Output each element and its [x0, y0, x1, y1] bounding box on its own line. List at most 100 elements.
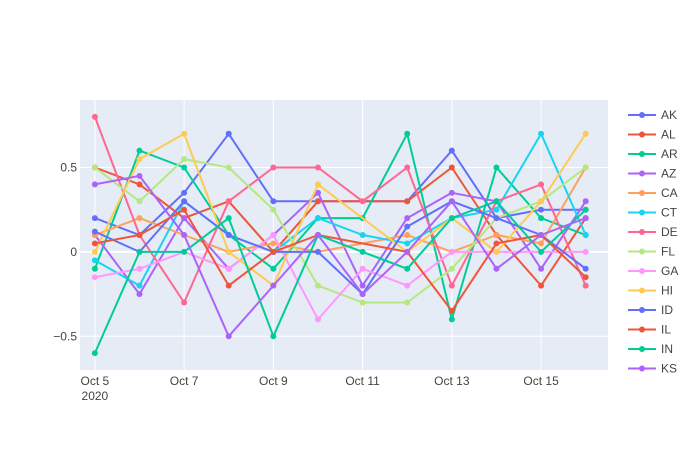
- data-point-ks[interactable]: [404, 248, 411, 255]
- series-line-ga[interactable]: [93, 234, 587, 321]
- data-point-ar[interactable]: [448, 316, 455, 323]
- data-point-az[interactable]: [136, 291, 143, 298]
- data-point-az[interactable]: [404, 215, 411, 222]
- data-point-al[interactable]: [448, 164, 455, 171]
- data-point-ca[interactable]: [493, 232, 500, 238]
- data-point-ks[interactable]: [448, 198, 455, 205]
- data-point-fl[interactable]: [582, 164, 589, 171]
- data-point-fl[interactable]: [448, 265, 455, 272]
- data-point-ga[interactable]: [359, 265, 366, 272]
- legend-item-ak[interactable]: AK: [628, 108, 677, 122]
- data-point-ct[interactable]: [582, 232, 589, 238]
- data-point-az[interactable]: [448, 189, 455, 196]
- data-point-al[interactable]: [136, 181, 143, 188]
- data-point-fl[interactable]: [225, 164, 232, 171]
- data-point-ar[interactable]: [538, 215, 545, 222]
- data-point-ks[interactable]: [136, 172, 143, 179]
- data-point-ga[interactable]: [136, 265, 143, 272]
- series-de[interactable]: [91, 113, 589, 306]
- data-point-hi[interactable]: [582, 130, 589, 137]
- data-point-az[interactable]: [181, 215, 188, 222]
- data-point-ca[interactable]: [270, 240, 277, 247]
- data-point-al[interactable]: [538, 282, 545, 289]
- data-point-ct[interactable]: [359, 232, 366, 238]
- series-line-in[interactable]: [93, 200, 587, 355]
- data-point-fl[interactable]: [270, 206, 277, 213]
- data-point-in[interactable]: [493, 198, 500, 205]
- data-point-il[interactable]: [91, 240, 98, 247]
- legend-item-hi[interactable]: HI: [628, 284, 673, 298]
- data-point-il[interactable]: [136, 232, 143, 238]
- data-point-hi[interactable]: [181, 130, 188, 137]
- data-point-az[interactable]: [538, 265, 545, 272]
- legend-item-fl[interactable]: FL: [628, 245, 675, 259]
- data-point-de[interactable]: [91, 113, 98, 120]
- data-point-ca[interactable]: [538, 240, 545, 247]
- data-point-in[interactable]: [225, 215, 232, 222]
- data-point-hi[interactable]: [493, 248, 500, 255]
- data-point-il[interactable]: [448, 307, 455, 314]
- data-point-id[interactable]: [582, 265, 589, 272]
- data-point-de[interactable]: [582, 282, 589, 289]
- series-line-ar[interactable]: [93, 132, 587, 321]
- data-point-ct[interactable]: [404, 240, 411, 247]
- data-point-ga[interactable]: [582, 248, 589, 255]
- data-point-hi[interactable]: [538, 198, 545, 205]
- data-point-ks[interactable]: [91, 181, 98, 188]
- legend-item-ar[interactable]: AR: [628, 147, 678, 161]
- data-point-fl[interactable]: [314, 282, 321, 289]
- data-point-hi[interactable]: [136, 156, 143, 163]
- data-point-in[interactable]: [136, 248, 143, 255]
- data-point-fl[interactable]: [181, 156, 188, 163]
- data-point-ks[interactable]: [270, 282, 277, 289]
- data-point-ks[interactable]: [493, 265, 500, 272]
- data-point-de[interactable]: [225, 198, 232, 205]
- data-point-in[interactable]: [582, 206, 589, 213]
- data-point-id[interactable]: [225, 232, 232, 238]
- data-point-hi[interactable]: [314, 181, 321, 188]
- legend[interactable]: AK AL AR AZ CA CT DE FL GA HI ID IL IN KS: [628, 108, 678, 376]
- data-point-il[interactable]: [225, 282, 232, 289]
- data-point-ak[interactable]: [270, 198, 277, 205]
- legend-item-ct[interactable]: CT: [628, 206, 678, 220]
- data-point-de[interactable]: [538, 181, 545, 188]
- data-point-ks[interactable]: [359, 291, 366, 298]
- data-point-il[interactable]: [582, 274, 589, 281]
- data-point-ct[interactable]: [538, 130, 545, 137]
- series-line-de[interactable]: [93, 115, 587, 304]
- data-point-ar[interactable]: [270, 265, 277, 272]
- data-point-id[interactable]: [404, 223, 411, 230]
- series-line-ct[interactable]: [93, 132, 587, 287]
- data-point-de[interactable]: [448, 282, 455, 289]
- data-point-de[interactable]: [181, 299, 188, 306]
- data-point-ca[interactable]: [136, 215, 143, 222]
- data-point-hi[interactable]: [225, 248, 232, 255]
- legend-item-az[interactable]: AZ: [628, 167, 676, 181]
- legend-item-id[interactable]: ID: [628, 303, 673, 317]
- data-point-in[interactable]: [448, 215, 455, 222]
- data-point-id[interactable]: [493, 215, 500, 222]
- legend-item-ca[interactable]: CA: [628, 186, 678, 200]
- data-point-id[interactable]: [314, 248, 321, 255]
- data-point-fl[interactable]: [359, 299, 366, 306]
- data-point-ct[interactable]: [493, 206, 500, 213]
- data-point-ak[interactable]: [538, 206, 545, 213]
- data-point-ar[interactable]: [181, 164, 188, 171]
- data-point-in[interactable]: [181, 248, 188, 255]
- data-point-ga[interactable]: [91, 274, 98, 281]
- data-point-ct[interactable]: [136, 282, 143, 289]
- data-point-ct[interactable]: [314, 215, 321, 222]
- series-ks[interactable]: [91, 172, 589, 340]
- data-point-id[interactable]: [181, 198, 188, 205]
- data-point-de[interactable]: [270, 164, 277, 171]
- data-point-id[interactable]: [91, 228, 98, 235]
- data-point-il[interactable]: [270, 248, 277, 255]
- data-point-in[interactable]: [538, 248, 545, 255]
- data-point-fl[interactable]: [136, 198, 143, 205]
- data-point-ak[interactable]: [91, 215, 98, 222]
- series-line-id[interactable]: [93, 200, 587, 296]
- data-point-ga[interactable]: [314, 316, 321, 323]
- legend-item-al[interactable]: AL: [628, 128, 676, 142]
- data-point-ks[interactable]: [181, 232, 188, 238]
- data-point-ks[interactable]: [538, 232, 545, 238]
